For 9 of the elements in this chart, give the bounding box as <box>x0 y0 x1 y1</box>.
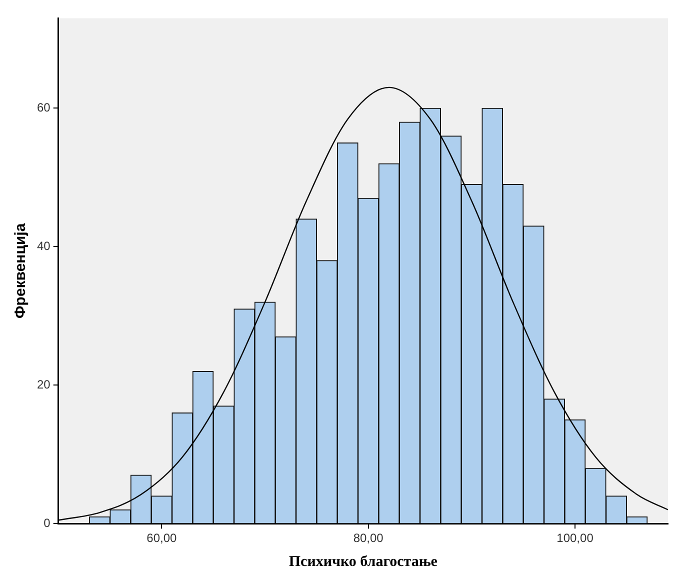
x-tick-label: 80,00 <box>353 531 384 546</box>
y-tick-label: 20 <box>36 377 51 392</box>
y-tick-label: 60 <box>36 100 51 115</box>
y-axis-title: Фреквенција <box>12 222 30 318</box>
x-tick-label: 100,00 <box>556 531 594 546</box>
x-axis-title: Психичко благостање <box>288 554 438 570</box>
y-tick-label: 0 <box>44 516 51 530</box>
x-tick-label: 60,00 <box>146 531 178 546</box>
y-tick-label: 40 <box>36 238 51 253</box>
